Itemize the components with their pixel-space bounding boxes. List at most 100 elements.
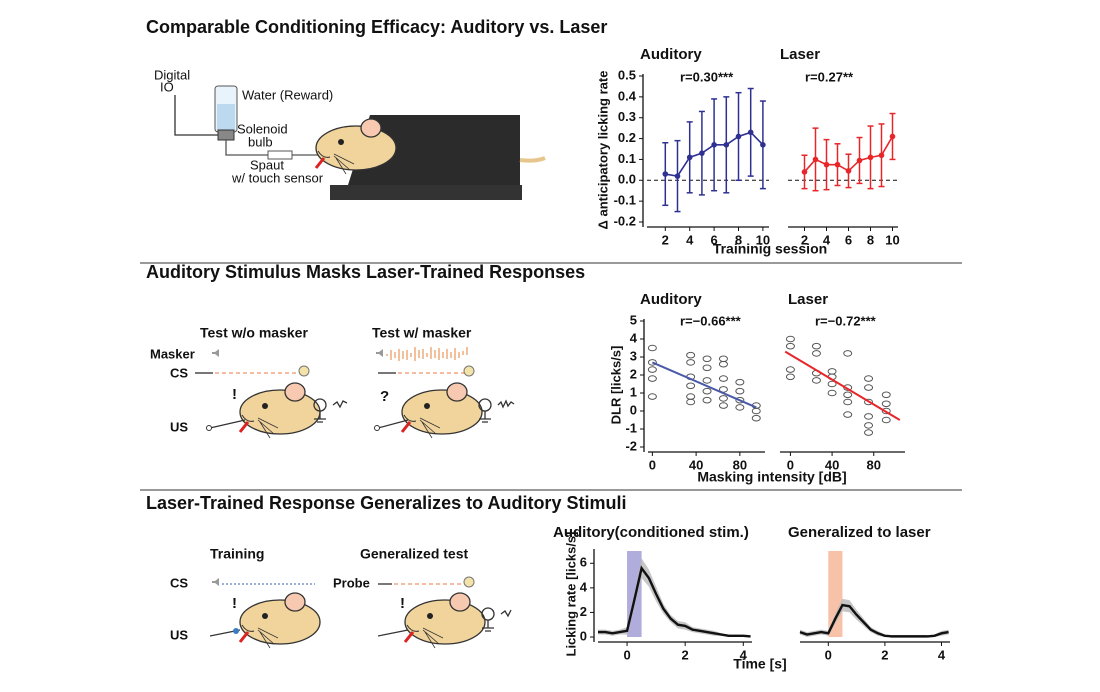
data-point [881, 407, 891, 415]
y-tick-label: 4 [630, 330, 638, 345]
row-label: Masker [150, 346, 195, 361]
data-point [867, 154, 874, 161]
data-point [647, 366, 657, 373]
data-point [801, 169, 808, 175]
data-point [843, 398, 853, 406]
data-point [811, 342, 821, 350]
data-point [845, 168, 852, 174]
x-tick-label: 6 [710, 232, 717, 247]
chart-title: Auditory [640, 46, 702, 63]
x-tick-label: 8 [867, 232, 874, 247]
data-point [864, 398, 874, 406]
x-tick-label: 80 [867, 457, 881, 472]
mark: ! [232, 386, 237, 403]
data-point [827, 380, 837, 388]
data-point [811, 377, 821, 384]
panel-title: Comparable Conditioning Efficacy: Audito… [146, 17, 607, 37]
annotation: r=0.30*** [680, 69, 734, 84]
data-point [686, 359, 696, 366]
label: Solenoid [237, 121, 288, 136]
row-label: US [170, 627, 188, 642]
data-point [702, 377, 712, 384]
data-point [747, 129, 754, 136]
data-point [735, 404, 745, 411]
data-point [751, 407, 761, 415]
panel-title: Auditory Stimulus Masks Laser-Trained Re… [146, 262, 585, 282]
setup-diagram: Digital IO Water (Reward) Solenoid bulb … [154, 67, 546, 200]
data-point [702, 364, 712, 372]
y-tick-label: 4 [580, 579, 588, 594]
data-point [674, 173, 681, 179]
label: Spaut [250, 157, 284, 172]
y-tick-label: 3 [630, 348, 637, 363]
data-point [881, 416, 891, 424]
x-tick-label: 2 [801, 232, 808, 247]
x-tick-label: 0 [649, 457, 656, 472]
data-point [699, 150, 705, 156]
y-axis-label: Δ anticipatory licking rate [595, 71, 610, 230]
x-tick-label: 40 [689, 457, 703, 472]
data-point [785, 366, 795, 373]
y-tick-label: 6 [580, 555, 587, 570]
y-tick-label: 0.5 [618, 67, 636, 82]
y-axis-label: Licking rate [licks/s] [563, 532, 578, 657]
data-point [718, 395, 728, 402]
data-point [881, 400, 891, 408]
chart-title: Auditory(conditioned stim.) [553, 524, 749, 541]
x-axis-label: Time [s] [733, 656, 786, 672]
y-tick-label: 5 [630, 312, 637, 327]
mark: ! [232, 595, 237, 612]
mark: ! [400, 595, 405, 612]
x-tick-label: 10 [756, 232, 770, 247]
data-point [686, 393, 696, 400]
data-point [718, 355, 728, 363]
y-tick-label: 0.2 [618, 130, 636, 145]
x-axis-label: Masking intensity [dB] [697, 469, 846, 485]
chart-title: Auditory [640, 291, 702, 308]
data-point [718, 402, 728, 409]
data-point [702, 387, 712, 395]
label: Digital [154, 67, 190, 82]
data-point [718, 360, 728, 368]
label: Water (Reward) [242, 87, 333, 102]
data-point [843, 350, 853, 357]
data-point [823, 161, 830, 168]
masking-diagram: Test w/o masker Test w/ masker Masker CS… [150, 325, 515, 440]
data-point [702, 396, 712, 404]
generalization-diagram: Training Generalized test CS US Probe ! … [170, 546, 512, 650]
mouse [403, 591, 487, 650]
data-point [735, 133, 742, 140]
data-point [718, 375, 728, 382]
data-point [864, 375, 874, 382]
data-point [864, 422, 874, 429]
data-point [785, 335, 795, 343]
x-tick-label: 80 [733, 457, 747, 472]
x-tick-label: 0 [623, 647, 630, 662]
annotation: r=0.27** [805, 69, 854, 84]
x-tick-label: 0 [787, 457, 794, 472]
y-tick-label: 0.1 [618, 151, 636, 166]
data-point [785, 342, 795, 350]
data-point [647, 344, 657, 352]
y-tick-label: -0.1 [614, 193, 636, 208]
data-point [864, 429, 874, 436]
data-point [735, 387, 745, 395]
condition-label: Generalized test [360, 546, 468, 562]
data-point [760, 142, 766, 148]
row-label: CS [170, 365, 188, 380]
data-point [647, 359, 657, 366]
row-label: US [170, 419, 188, 434]
x-tick-label: 4 [823, 232, 831, 247]
y-tick-label: 0 [630, 402, 637, 417]
chart-title: Generalized to laser [788, 524, 931, 541]
x-tick-label: 40 [825, 457, 839, 472]
fit-line [651, 361, 757, 409]
mouse [238, 591, 322, 650]
data-point [686, 154, 693, 161]
data-point [723, 142, 730, 148]
x-tick-label: 8 [735, 232, 742, 247]
panel-title: Laser-Trained Response Generalizes to Au… [146, 493, 626, 513]
data-point [686, 382, 696, 390]
mouse [400, 381, 484, 440]
